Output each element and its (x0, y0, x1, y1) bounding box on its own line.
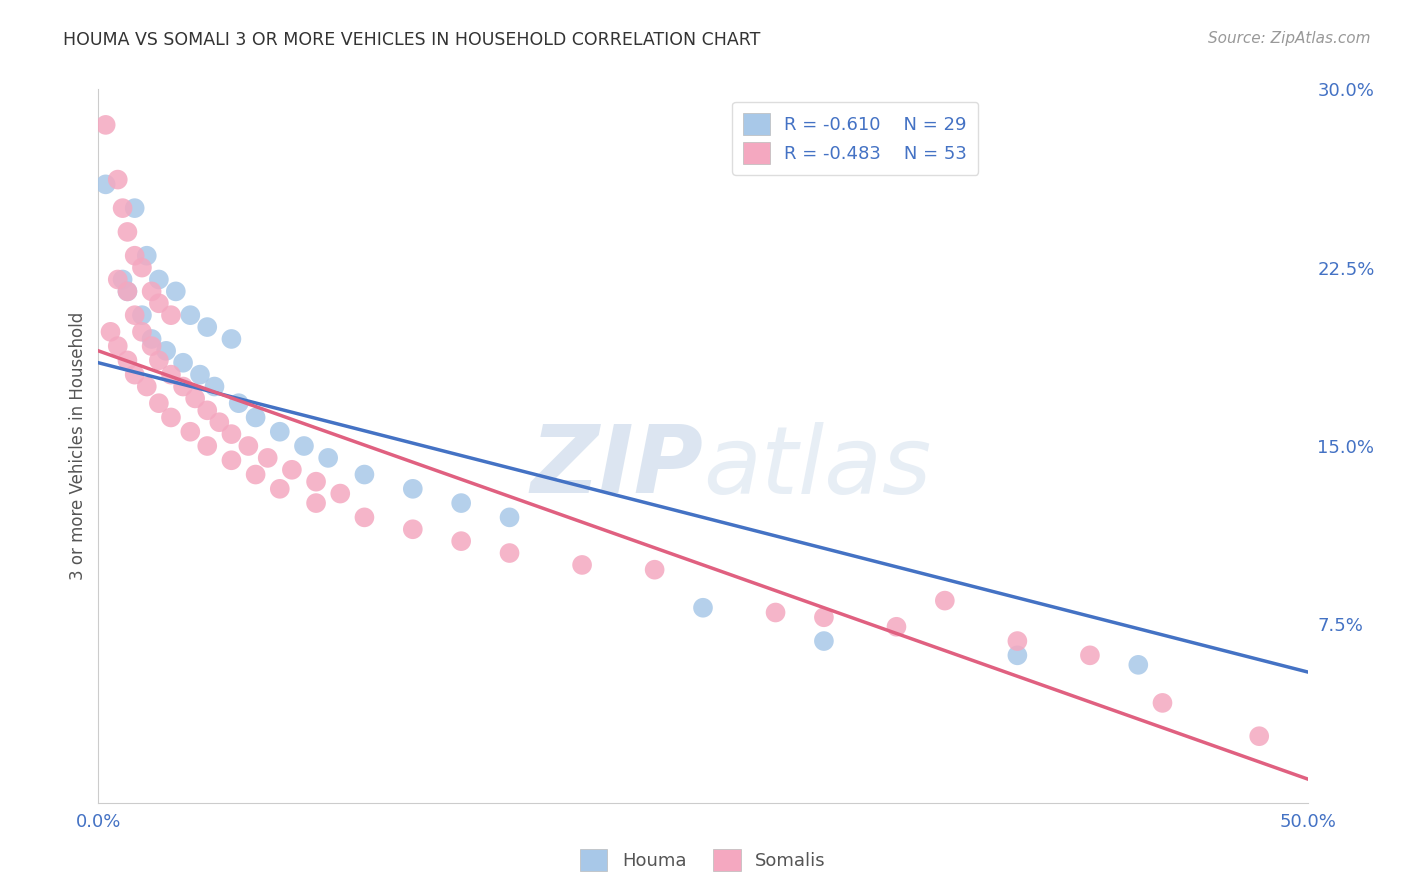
Point (1152, 696, 1174, 710)
Point (172, 379, 194, 393)
Point (329, 486, 352, 500)
Point (269, 425, 291, 439)
Point (117, 285, 139, 299)
Point (1078, 648, 1101, 663)
Point (208, 415, 231, 429)
Point (160, 410, 183, 425)
Point (1249, 729, 1271, 743)
Point (813, 634, 835, 648)
Point (131, 325, 153, 339)
Point (100, 325, 122, 339)
Point (195, 403, 218, 417)
Point (135, 249, 157, 263)
Point (1007, 648, 1029, 663)
Point (148, 272, 170, 286)
Point (117, 225, 139, 239)
Point (228, 396, 250, 410)
Point (107, 172, 129, 186)
Point (165, 285, 187, 299)
Point (188, 368, 211, 382)
Point (131, 260, 153, 275)
Point (450, 534, 472, 549)
Point (316, 450, 339, 465)
Point (117, 285, 139, 299)
Point (94, 178, 117, 192)
Point (179, 425, 201, 439)
Point (934, 593, 956, 607)
Point (245, 467, 267, 482)
Point (111, 272, 134, 286)
Text: HOUMA VS SOMALI 3 OR MORE VEHICLES IN HOUSEHOLD CORRELATION CHART: HOUMA VS SOMALI 3 OR MORE VEHICLES IN HO… (63, 31, 761, 49)
Point (305, 475, 328, 489)
Point (141, 285, 163, 299)
Point (886, 620, 908, 634)
Point (141, 332, 163, 346)
Point (172, 356, 194, 370)
Point (269, 482, 291, 496)
Point (141, 339, 163, 353)
Point (221, 332, 243, 346)
Point (1007, 634, 1029, 648)
Point (305, 496, 328, 510)
Point (94, 118, 117, 132)
Point (204, 379, 226, 393)
Legend: R = -0.610    N = 29, R = -0.483    N = 53: R = -0.610 N = 29, R = -0.483 N = 53 (733, 102, 979, 175)
Point (765, 606, 787, 620)
Legend: Houma, Somalis: Houma, Somalis (574, 842, 832, 879)
Point (184, 392, 207, 406)
Point (245, 410, 267, 425)
Point (124, 201, 146, 215)
Text: ZIP: ZIP (530, 421, 703, 514)
Text: atlas: atlas (703, 422, 931, 513)
Point (692, 600, 714, 615)
Text: Source: ZipAtlas.com: Source: ZipAtlas.com (1208, 31, 1371, 46)
Point (498, 546, 520, 560)
Point (450, 496, 472, 510)
Point (353, 510, 375, 524)
Point (160, 308, 183, 322)
Point (107, 339, 129, 353)
Point (402, 522, 425, 536)
Point (644, 563, 666, 577)
Point (1128, 657, 1150, 672)
Point (135, 379, 157, 393)
Point (107, 272, 129, 286)
Point (238, 439, 260, 453)
Point (124, 249, 146, 263)
Point (498, 510, 520, 524)
Point (148, 396, 170, 410)
Point (131, 308, 153, 322)
Point (117, 353, 139, 368)
Point (148, 296, 170, 310)
Point (571, 558, 593, 572)
Point (292, 439, 315, 453)
Point (221, 453, 243, 467)
Y-axis label: 3 or more Vehicles in Household: 3 or more Vehicles in Household (69, 312, 87, 580)
Point (160, 368, 183, 382)
Point (148, 353, 170, 368)
Point (256, 450, 278, 465)
Point (111, 201, 134, 215)
Point (813, 610, 835, 624)
Point (124, 308, 146, 322)
Point (195, 320, 218, 334)
Point (179, 308, 201, 322)
Point (281, 463, 304, 477)
Point (402, 482, 425, 496)
Point (155, 343, 177, 358)
Point (195, 439, 218, 453)
Point (124, 368, 146, 382)
Point (353, 467, 375, 482)
Point (221, 427, 243, 442)
